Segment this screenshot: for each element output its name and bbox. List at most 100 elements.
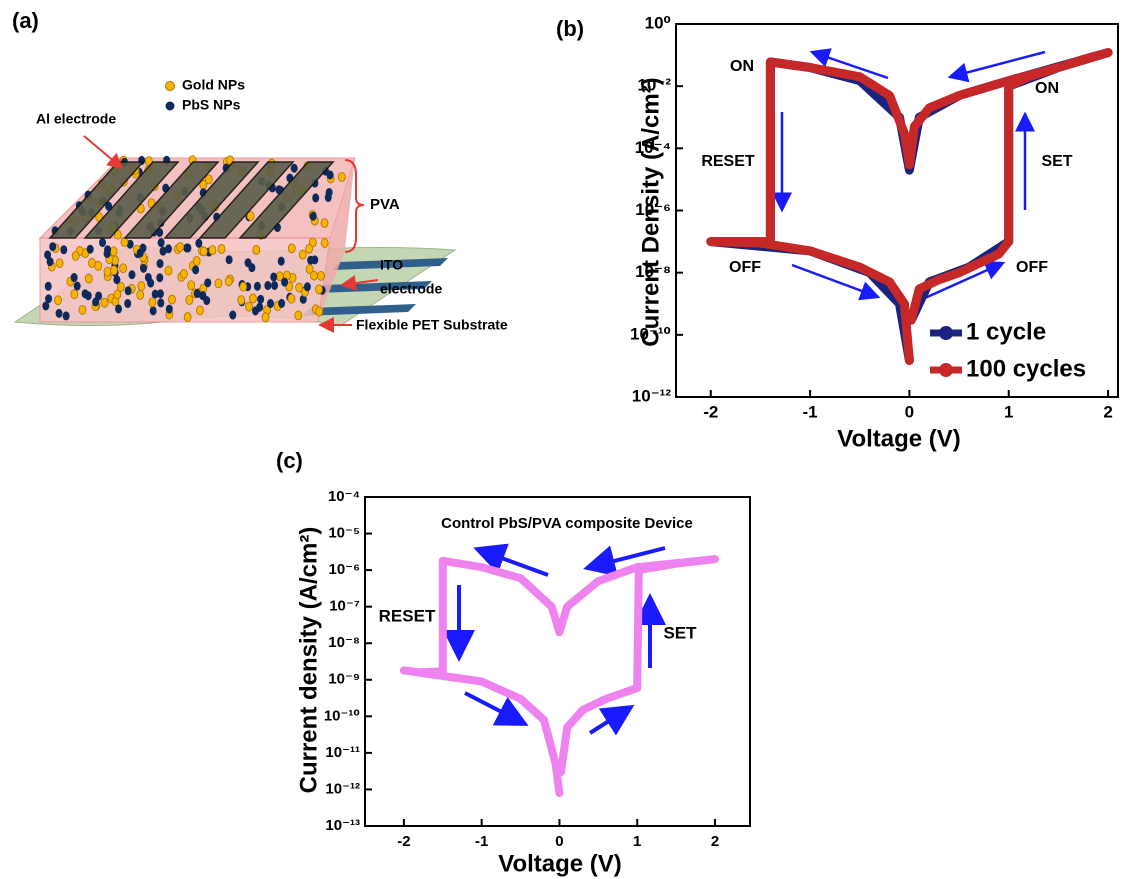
x-tick-label: 2	[1103, 402, 1112, 421]
nanoparticle	[194, 289, 201, 298]
nanoparticle	[304, 282, 311, 291]
nanoparticle	[310, 271, 317, 280]
nanoparticle	[177, 243, 184, 252]
nanoparticle	[240, 282, 247, 291]
nanoparticle	[316, 307, 323, 316]
nanoparticle	[114, 290, 121, 299]
nanoparticle	[121, 238, 128, 247]
x-tick-label: -1	[803, 402, 818, 421]
nanoparticle	[288, 294, 295, 303]
nanoparticle	[264, 281, 271, 290]
nanoparticle	[295, 311, 302, 320]
x-tick-label: 2	[711, 833, 719, 850]
nanoparticle	[281, 278, 288, 287]
nanoparticle	[278, 257, 285, 266]
nanoparticle	[74, 282, 81, 291]
legend-label: 1 cycle	[966, 318, 1046, 345]
nanoparticle	[215, 279, 222, 288]
annotation: OFF	[1016, 259, 1048, 276]
nanoparticle	[137, 290, 144, 299]
nanoparticle	[71, 273, 78, 282]
y-tick-label: 10⁻⁴	[328, 488, 360, 505]
x-tick-label: 0	[555, 833, 563, 850]
annotation: RESET	[379, 606, 436, 625]
nanoparticle	[180, 269, 187, 278]
nanoparticle	[49, 242, 56, 251]
nanoparticle	[245, 258, 252, 267]
nanoparticle	[186, 296, 193, 305]
nanoparticle	[184, 313, 191, 322]
label: ITO	[380, 257, 403, 273]
nanoparticle	[188, 281, 195, 290]
nanoparticle	[56, 309, 63, 318]
nanoparticle	[288, 244, 295, 253]
nanoparticle	[195, 239, 202, 248]
nanoparticle	[152, 290, 159, 299]
nanoparticle	[79, 305, 86, 314]
nanoparticle	[338, 172, 345, 181]
nanoparticle	[317, 271, 324, 280]
x-tick-label: -1	[475, 833, 488, 850]
y-tick-label: 10⁰	[645, 13, 671, 32]
nanoparticle	[157, 298, 164, 307]
y-axis-label: Current Density (A/cm²)	[637, 77, 664, 346]
label: Al electrode	[36, 111, 116, 127]
y-tick-label: 10⁻⁷	[329, 598, 360, 615]
nanoparticle	[253, 245, 260, 254]
nanoparticle	[311, 255, 318, 264]
nanoparticle	[45, 282, 52, 291]
nanoparticle	[120, 264, 127, 273]
y-tick-label: 10⁻⁵	[328, 525, 360, 542]
nanoparticle	[326, 188, 333, 197]
label: Gold NPs	[182, 77, 245, 93]
nanoparticle	[101, 298, 108, 307]
nanoparticle	[218, 244, 225, 253]
panel-label: (a)	[12, 8, 39, 33]
x-tick-label: -2	[703, 402, 718, 421]
nanoparticle	[95, 261, 102, 270]
nanoparticle	[184, 243, 191, 252]
label: Flexible PET Substrate	[356, 317, 508, 333]
nanoparticle	[315, 285, 322, 294]
x-axis-label: Voltage (V)	[498, 850, 622, 877]
nanoparticle	[196, 306, 203, 315]
nanoparticle	[200, 247, 207, 256]
nanoparticle	[192, 265, 199, 274]
nanoparticle	[44, 250, 51, 259]
y-tick-label: 10⁻¹⁰	[324, 707, 360, 724]
y-axis-label: Current density (A/cm²)	[295, 527, 322, 794]
arrow	[590, 707, 631, 733]
annotation: ON	[1035, 80, 1059, 97]
x-tick-label: 1	[1004, 402, 1013, 421]
nanoparticle	[140, 264, 147, 273]
series-line	[711, 53, 1108, 361]
nanoparticle	[270, 272, 277, 281]
nanoparticle	[312, 193, 319, 202]
legend-label: 100 cycles	[966, 355, 1086, 382]
nanoparticle	[226, 255, 233, 264]
nanoparticle	[165, 266, 172, 275]
nanoparticle	[310, 212, 317, 221]
nanoparticle	[110, 247, 117, 256]
annotation: SET	[663, 623, 697, 642]
nanoparticle	[168, 295, 175, 304]
x-tick-label: 1	[633, 833, 641, 850]
label: PbS NPs	[182, 97, 241, 113]
nanoparticle	[149, 298, 156, 307]
legend-marker	[939, 326, 953, 340]
panel-label: (b)	[556, 16, 584, 41]
nanoparticle	[160, 247, 167, 256]
nanoparticle	[321, 219, 328, 228]
nanoparticle	[225, 277, 232, 286]
nanoparticle	[193, 256, 200, 265]
legend-dot	[166, 82, 175, 91]
label: PVA	[370, 196, 400, 213]
nanoparticle	[137, 248, 144, 257]
annotation: OFF	[729, 259, 761, 276]
nanoparticle	[249, 294, 256, 303]
nanoparticle	[254, 282, 261, 291]
nanoparticle	[262, 313, 269, 322]
series-line	[404, 559, 715, 793]
nanoparticle	[291, 164, 298, 173]
nanoparticle	[306, 244, 313, 253]
